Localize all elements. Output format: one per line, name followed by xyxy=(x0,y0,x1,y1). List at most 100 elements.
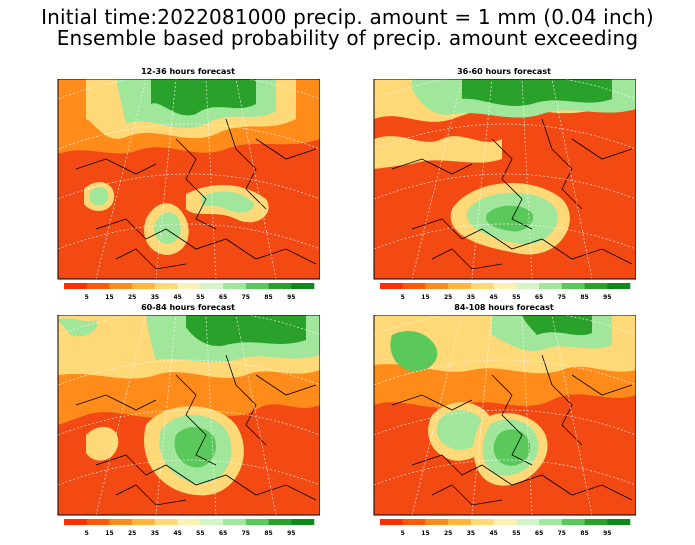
legend-swatch xyxy=(200,283,224,289)
legend-swatch xyxy=(245,283,269,289)
legend-label: 5 xyxy=(401,294,405,301)
legend-swatch xyxy=(493,519,517,525)
legend-label: 85 xyxy=(580,294,588,301)
legend-swatch xyxy=(584,283,608,289)
legend-label: 95 xyxy=(603,294,611,301)
legend-label: 5 xyxy=(85,530,89,537)
legend-swatch xyxy=(607,519,631,525)
legend-swatch xyxy=(402,519,426,525)
panel-title: 84-108 hours forecast xyxy=(454,303,554,312)
legend-label: 65 xyxy=(219,294,227,301)
legend-swatch xyxy=(584,519,608,525)
legend-swatch xyxy=(493,283,517,289)
title-line-1: Initial time:2022081000 precip. amount =… xyxy=(41,5,654,29)
legend-label: 35 xyxy=(467,294,475,301)
color-legend: 5 15 25 35 45 55 65 75 85 95 xyxy=(64,283,315,301)
legend-label: 35 xyxy=(151,530,159,537)
legend-swatch xyxy=(177,283,201,289)
legend-swatches xyxy=(64,519,315,525)
legend-label: 55 xyxy=(196,294,204,301)
panel-title: 12-36 hours forecast xyxy=(141,67,235,76)
legend-label: 55 xyxy=(512,294,520,301)
legend-label: 15 xyxy=(421,294,429,301)
panel-84-108h: 84-108 hours forecast xyxy=(372,303,636,537)
legend-label: 75 xyxy=(558,294,566,301)
legend-label: 75 xyxy=(242,294,250,301)
legend-swatch xyxy=(561,283,585,289)
legend-label: 5 xyxy=(401,530,405,537)
panel-60-84h: 60-84 hours forecast xyxy=(56,303,320,537)
legend-swatch xyxy=(448,283,472,289)
legend-label: 85 xyxy=(264,294,272,301)
color-legend: 5 15 25 35 45 55 65 75 85 95 xyxy=(380,519,631,537)
legend-swatch xyxy=(132,283,156,289)
legend-label: 25 xyxy=(444,530,452,537)
legend-swatch xyxy=(109,519,133,525)
legend-label: 75 xyxy=(242,530,250,537)
legend-label: 15 xyxy=(105,530,113,537)
legend-labels: 5 15 25 35 45 55 65 75 85 95 xyxy=(85,294,296,301)
legend-label: 35 xyxy=(151,294,159,301)
panel-36-60h: 36-60 hours forecast xyxy=(372,67,636,301)
legend-labels: 5 15 25 35 45 55 65 75 85 95 xyxy=(401,294,612,301)
legend-label: 85 xyxy=(580,530,588,537)
legend-swatch xyxy=(86,519,110,525)
legend-swatch xyxy=(223,519,247,525)
legend-label: 15 xyxy=(421,530,429,537)
legend-label: 5 xyxy=(85,294,89,301)
legend-labels: 5 15 25 35 45 55 65 75 85 95 xyxy=(85,530,296,537)
legend-label: 95 xyxy=(603,530,611,537)
legend-swatch xyxy=(470,519,494,525)
legend-swatch xyxy=(132,519,156,525)
legend-label: 45 xyxy=(173,294,181,301)
legend-label: 45 xyxy=(489,530,497,537)
color-legend: 5 15 25 35 45 55 65 75 85 95 xyxy=(64,519,315,537)
legend-swatch xyxy=(154,283,178,289)
legend-label: 95 xyxy=(287,530,295,537)
legend-label: 65 xyxy=(535,294,543,301)
legend-swatch xyxy=(516,283,540,289)
legend-label: 25 xyxy=(444,294,452,301)
legend-label: 35 xyxy=(467,530,475,537)
title-line-2: Ensemble based probability of precip. am… xyxy=(56,26,639,50)
legend-swatch xyxy=(177,519,201,525)
legend-label: 15 xyxy=(105,294,113,301)
legend-label: 45 xyxy=(489,294,497,301)
legend-label: 55 xyxy=(196,530,204,537)
legend-swatch xyxy=(607,283,631,289)
legend-swatch xyxy=(448,519,472,525)
color-legend: 5 15 25 35 45 55 65 75 85 95 xyxy=(380,283,631,301)
legend-swatch xyxy=(425,519,449,525)
legend-swatches xyxy=(64,283,315,289)
legend-label: 85 xyxy=(264,530,272,537)
panel-title: 36-60 hours forecast xyxy=(457,67,551,76)
panel-12-36h: 12-36 hours forecast xyxy=(56,67,320,301)
legend-swatch xyxy=(64,519,88,525)
legend-swatch xyxy=(268,519,292,525)
legend-swatch xyxy=(470,283,494,289)
legend-swatch xyxy=(539,283,563,289)
legend-label: 55 xyxy=(512,530,520,537)
legend-swatch xyxy=(268,283,292,289)
legend-label: 25 xyxy=(128,530,136,537)
legend-swatch xyxy=(561,519,585,525)
legend-swatch xyxy=(109,283,133,289)
probability-map xyxy=(57,315,320,516)
legend-label: 65 xyxy=(219,530,227,537)
legend-swatch xyxy=(425,283,449,289)
legend-label: 45 xyxy=(173,530,181,537)
probability-map xyxy=(373,79,636,280)
probability-map xyxy=(373,315,636,516)
legend-swatch xyxy=(291,519,315,525)
legend-swatch xyxy=(291,283,315,289)
legend-swatch xyxy=(380,519,404,525)
probability-map xyxy=(57,79,320,280)
legend-swatches xyxy=(380,283,631,289)
legend-swatch xyxy=(223,283,247,289)
panel-title: 60-84 hours forecast xyxy=(141,303,235,312)
legend-labels: 5 15 25 35 45 55 65 75 85 95 xyxy=(401,530,612,537)
legend-swatch xyxy=(402,283,426,289)
legend-label: 95 xyxy=(287,294,295,301)
legend-swatch xyxy=(64,283,88,289)
legend-swatch xyxy=(154,519,178,525)
